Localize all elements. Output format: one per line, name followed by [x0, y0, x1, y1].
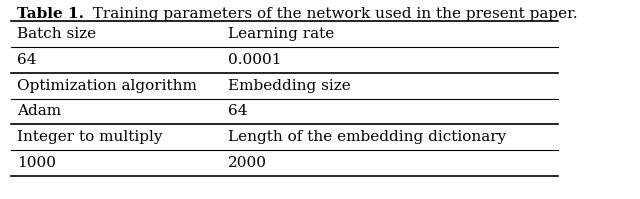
Text: Learning rate: Learning rate	[228, 27, 334, 41]
Text: Table 1.: Table 1.	[17, 7, 84, 21]
Text: 2000: 2000	[228, 156, 267, 170]
Text: Adam: Adam	[17, 104, 61, 118]
Text: Integer to multiply: Integer to multiply	[17, 130, 163, 144]
Text: 64: 64	[228, 104, 247, 118]
Text: Optimization algorithm: Optimization algorithm	[17, 79, 197, 93]
Text: Training parameters of the network used in the present paper.: Training parameters of the network used …	[83, 7, 577, 21]
Text: 64: 64	[17, 53, 36, 67]
Text: 1000: 1000	[17, 156, 56, 170]
Text: Embedding size: Embedding size	[228, 79, 351, 93]
Text: Length of the embedding dictionary: Length of the embedding dictionary	[228, 130, 506, 144]
Text: 0.0001: 0.0001	[228, 53, 282, 67]
Text: Batch size: Batch size	[17, 27, 96, 41]
